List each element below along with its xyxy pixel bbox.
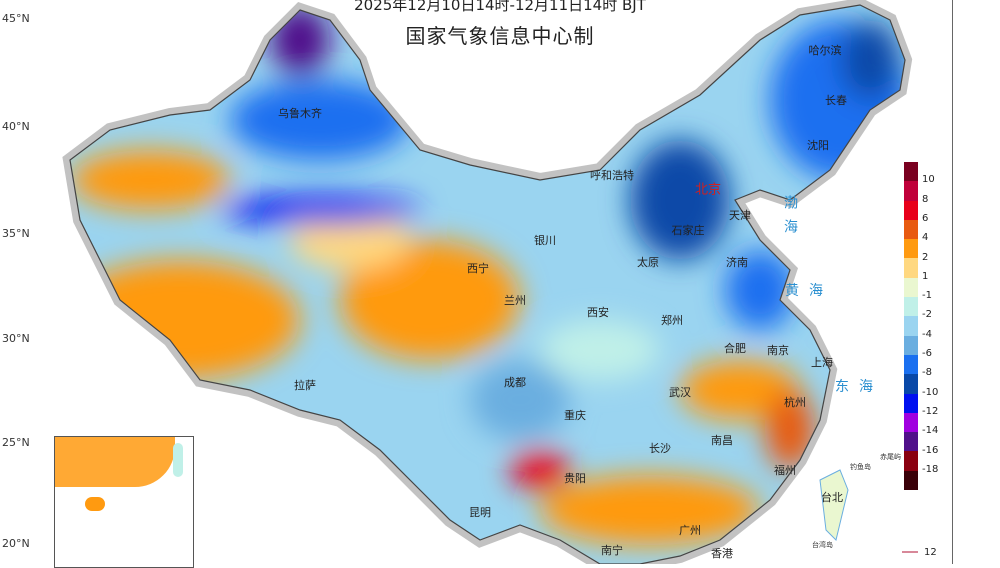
city-label: 天津 [729,209,751,222]
south-china-sea-inset [54,436,194,568]
colorbar-label: 10 [922,174,935,186]
city-label: 武汉 [669,386,691,399]
city-label: 上海 [811,356,833,369]
city-label: 南宁 [601,544,623,557]
colorbar-label: -2 [922,309,932,321]
colorbar-band [904,432,918,452]
colorbar-label: -18 [922,463,939,475]
city-label: 长春 [825,94,847,107]
city-label: 成都 [504,376,526,389]
city-label: 杭州 [784,396,806,409]
lat-label: 30°N [2,332,30,345]
city-label: 哈尔滨 [808,44,842,57]
city-label: 福州 [774,464,796,477]
sea-label: 渤海 [782,195,798,243]
colorbar-band [904,470,918,491]
city-label: 南京 [767,344,789,357]
city-label: 钓鱼岛 [850,463,871,471]
colorbar-label: -10 [922,386,939,398]
colorbar-label: 4 [922,232,929,244]
colorbar-band [904,393,918,413]
colorbar-label: -8 [922,367,932,379]
lat-label: 40°N [2,120,30,133]
colorbar-label: -12 [922,405,939,417]
colorbar-label: 8 [922,193,929,205]
line-legend-label: 12 [924,547,937,558]
colorbar-label: -14 [922,425,939,437]
line-swatch [902,551,918,553]
colorbar-band [904,316,918,336]
colorbar-band [904,181,918,201]
lat-label: 25°N [2,436,30,449]
lat-label: 35°N [2,227,30,240]
lat-label: 20°N [2,537,30,550]
city-label: 台北 [821,491,843,504]
sea-label: 黄海 [785,283,833,299]
city-label: 长沙 [649,442,671,455]
sea-label: 东海 [835,379,883,395]
colorbar-label: 2 [922,251,929,263]
city-label: 合肥 [724,342,746,355]
colorbar-band [904,335,918,355]
divider [952,0,953,564]
issuer-title: 国家气象信息中心制 [405,24,595,48]
city-label: 沈阳 [807,139,829,152]
city-label: 石家庄 [671,224,705,237]
line-legend: 12 [902,547,937,558]
colorbar-band [904,239,918,259]
city-label: 台湾岛 [812,541,833,549]
colorbar-band [904,258,918,278]
colorbar-band [904,200,918,220]
colorbar-band [904,412,918,433]
city-label: 重庆 [564,409,586,422]
city-label: 北京 [694,182,722,198]
colorbar-band [904,354,918,375]
city-label: 赤尾屿 [880,453,901,461]
city-label: 南昌 [711,434,733,447]
city-label: 广州 [679,524,701,537]
city-label: 香港 [711,547,733,560]
city-label: 郑州 [661,314,683,327]
city-label: 乌鲁木齐 [278,107,322,120]
city-label: 昆明 [469,506,491,519]
colorbar-band [904,277,918,298]
colorbar-label: -4 [922,328,932,340]
city-label: 贵阳 [564,472,586,485]
city-label: 太原 [637,256,659,269]
colorbar [904,162,918,491]
colorbar-label: 6 [922,212,929,224]
colorbar-band [904,374,918,394]
colorbar-label: 1 [922,270,929,282]
colorbar-label: -6 [922,348,932,359]
colorbar-band [904,451,918,471]
lat-label: 45°N [2,12,30,25]
colorbar-label: -16 [922,444,939,456]
city-label: 拉萨 [294,379,316,392]
time-range: 2025年12月10日14时-12月11日14时 BJT [354,0,646,14]
city-label: 呼和浩特 [590,169,634,182]
colorbar-band [904,219,918,240]
city-label: 银川 [534,234,556,247]
city-label: 兰州 [504,294,526,307]
taiwan-island [819,469,849,541]
colorbar-band [904,297,918,317]
city-label: 济南 [726,256,748,269]
city-label: 西宁 [467,262,489,275]
colorbar-label: -1 [922,290,932,302]
city-label: 西安 [587,306,609,319]
colorbar-band [904,162,918,182]
